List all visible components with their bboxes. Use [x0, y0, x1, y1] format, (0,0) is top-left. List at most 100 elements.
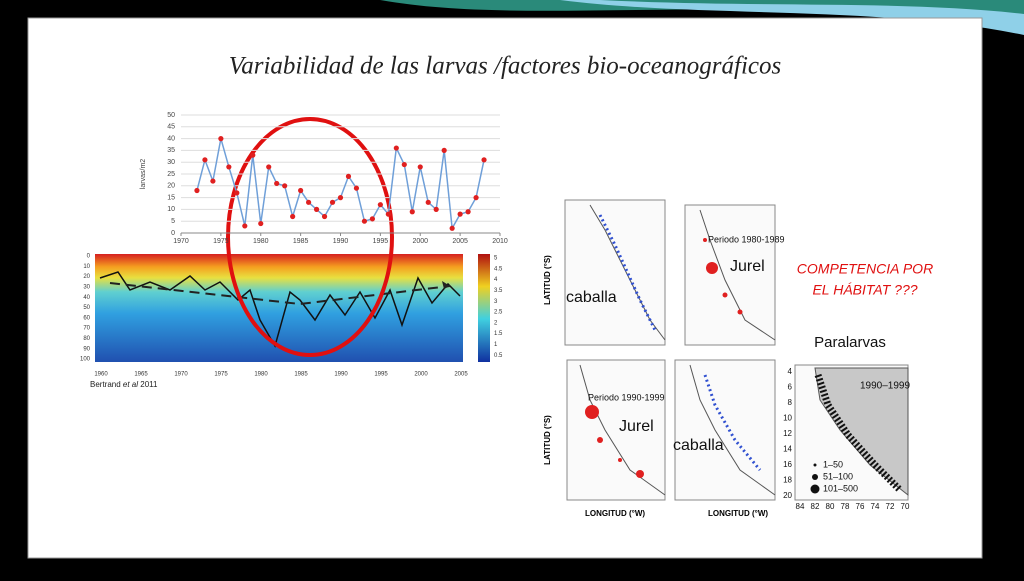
data-point [361, 218, 368, 224]
heatmap-y-label: 60 [83, 315, 90, 321]
y-tick-label: 25 [167, 171, 175, 178]
x-tick-label: 1990 [333, 238, 349, 245]
data-point [337, 195, 344, 201]
y-tick-label: 15 [167, 194, 175, 201]
colorbar-label: 3 [494, 299, 498, 305]
data-point [409, 209, 415, 215]
land [814, 367, 909, 497]
data-point [393, 145, 399, 151]
x-tick-label: 1985 [293, 238, 309, 245]
slide-title: Variabilidad de las larvas /factores bio… [229, 53, 782, 80]
map [564, 199, 666, 346]
map-x-label: 78 [841, 502, 850, 511]
heatmap-y-label: 30 [83, 284, 90, 290]
map-y-label: 16 [783, 460, 792, 469]
y-axis-label: larvas/m2 [140, 159, 147, 189]
colorbar-label: 1 [494, 342, 498, 348]
y-tick-label: 45 [167, 124, 175, 131]
y-tick-label: 40 [167, 135, 175, 142]
data-point [465, 209, 471, 215]
y-tick-label: 50 [167, 112, 175, 119]
heatmap-x-label: 1995 [374, 372, 388, 378]
y-tick-label: 30 [167, 159, 175, 166]
y-tick-label: 20 [167, 183, 175, 190]
legend-label: 101–500 [823, 483, 858, 493]
heatmap-line [99, 271, 461, 348]
map-y-label: 6 [788, 383, 793, 392]
map-x-label: 82 [811, 502, 820, 511]
data-point [369, 216, 375, 222]
species-label: Jurel [619, 418, 654, 435]
heatmap-y-label: 100 [80, 357, 91, 363]
heatmap-y-label: 20 [83, 274, 90, 280]
maps [564, 199, 909, 501]
source-part: Bertrand [90, 380, 123, 389]
data-point [473, 195, 479, 201]
heatmap-y-label: 70 [83, 326, 90, 332]
dots [598, 214, 762, 471]
heatmap-x-label: 1960 [94, 372, 108, 378]
heatmap-x-label: 1990 [334, 372, 348, 378]
coast [699, 209, 776, 341]
map-x-label: 74 [871, 502, 880, 511]
map-y-label: 14 [783, 445, 792, 454]
x-tick-label: 1980 [253, 238, 269, 245]
heatmap-y-label: 10 [83, 264, 90, 270]
heatmap-x-label: 2005 [454, 372, 468, 378]
map-y-label: 4 [788, 367, 793, 376]
data-point [313, 206, 320, 212]
period-label: Periodo 1980-1989 [708, 234, 785, 244]
legend-symbol [812, 474, 818, 480]
dot [706, 262, 718, 274]
competition-text: COMPETENCIA POR [797, 261, 933, 277]
heatmap-y-label: 80 [83, 336, 90, 342]
y-tick-label: 35 [167, 147, 175, 154]
map-x-label: 76 [856, 502, 865, 511]
map-y-label: 20 [783, 491, 792, 500]
map-x-label: 72 [886, 502, 895, 511]
map-y-label: 12 [783, 429, 792, 438]
source-part: et al [123, 380, 138, 389]
x-tick-label: 2010 [492, 238, 508, 245]
legend-label: 51–100 [823, 471, 853, 481]
data-point [306, 199, 312, 205]
data-point [449, 225, 455, 231]
heatmap-x-label: 1985 [294, 372, 308, 378]
data-point [321, 213, 328, 220]
data-point [417, 164, 423, 170]
data-point [401, 161, 407, 168]
data-point [385, 211, 391, 217]
data-point [345, 173, 352, 179]
trend-arrow [109, 282, 451, 306]
colorbar-label: 2.5 [494, 310, 503, 316]
map-x-label: 70 [901, 502, 910, 511]
heatmap-x-label: 1970 [174, 372, 188, 378]
competition-text: EL HÁBITAT ??? [812, 282, 917, 298]
x-tick-label: 1975 [213, 238, 229, 245]
data-point [218, 136, 224, 142]
data-point [433, 206, 439, 212]
data-point [353, 185, 360, 191]
data-point [441, 147, 447, 153]
map [684, 204, 776, 346]
axis-label: LONGITUD (°W) [708, 509, 768, 518]
x-tick-label: 2000 [412, 238, 428, 245]
data-point [194, 187, 200, 194]
period-label: Periodo 1990-1999 [588, 392, 665, 402]
legend-label: 1–50 [823, 459, 843, 469]
data-point [202, 157, 208, 163]
data-point [266, 164, 272, 170]
colorbar-label: 3.5 [494, 288, 503, 294]
heatmap-x-label: 2000 [414, 372, 428, 378]
map [566, 359, 666, 501]
dot [597, 437, 603, 443]
dot [618, 458, 622, 462]
axis-label: LATITUD (°S) [543, 255, 552, 305]
data-point [425, 199, 431, 205]
coast [579, 364, 666, 496]
species-label: caballa [566, 289, 617, 306]
highlight-ellipse [226, 117, 394, 357]
heatmap-x-label: 1965 [134, 372, 148, 378]
map-x-label: 80 [826, 502, 835, 511]
